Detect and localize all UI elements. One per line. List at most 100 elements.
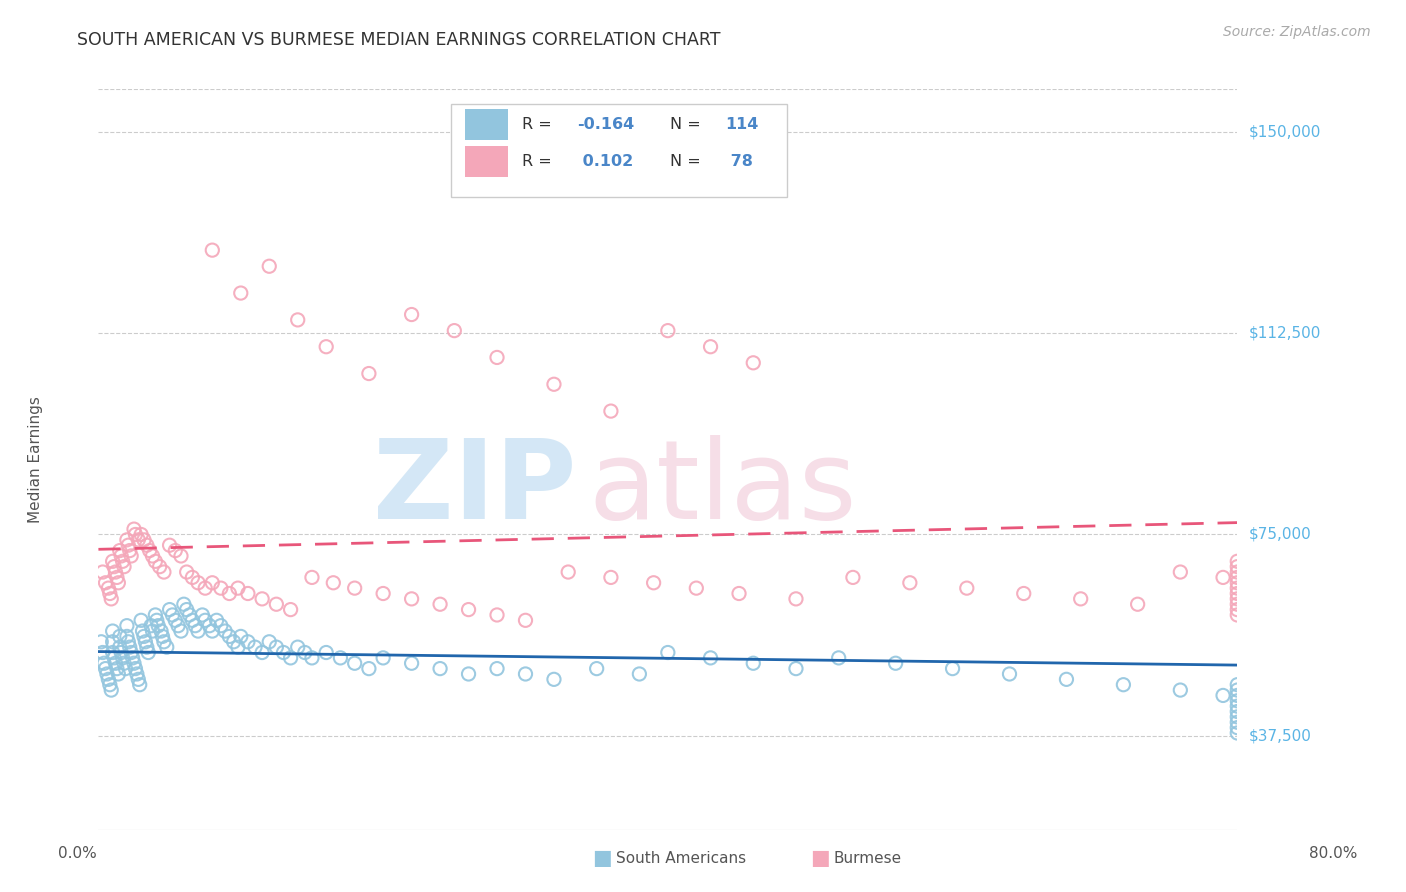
- Point: [357, 367, 380, 381]
- Point: [486, 607, 509, 622]
- Point: [156, 640, 179, 655]
- Point: [165, 543, 187, 558]
- Point: [322, 575, 344, 590]
- Point: [94, 575, 117, 590]
- Point: [124, 662, 146, 676]
- Text: 114: 114: [725, 117, 758, 132]
- Point: [998, 667, 1021, 681]
- Text: South Americans: South Americans: [616, 851, 747, 865]
- Point: [179, 607, 201, 622]
- Point: [785, 662, 807, 676]
- Point: [600, 570, 623, 584]
- Text: atlas: atlas: [588, 435, 856, 542]
- Point: [118, 640, 141, 655]
- Point: [401, 591, 423, 606]
- Point: [1226, 678, 1249, 692]
- Point: [1226, 683, 1249, 698]
- Point: [201, 575, 224, 590]
- Point: [128, 678, 150, 692]
- Point: [115, 618, 138, 632]
- Point: [1226, 602, 1249, 616]
- Point: [131, 624, 153, 638]
- Point: [486, 662, 509, 676]
- Point: [167, 618, 190, 632]
- Point: [1112, 678, 1135, 692]
- Point: [280, 651, 302, 665]
- Point: [357, 662, 380, 676]
- Point: [136, 646, 159, 660]
- Point: [141, 549, 163, 563]
- Point: [486, 351, 509, 365]
- Point: [104, 565, 127, 579]
- Point: [141, 624, 163, 638]
- FancyBboxPatch shape: [451, 104, 787, 196]
- Point: [120, 646, 142, 660]
- Point: [1226, 575, 1249, 590]
- Point: [98, 678, 121, 692]
- Point: [1170, 683, 1192, 698]
- Point: [343, 657, 366, 671]
- Point: [114, 662, 136, 676]
- Point: [91, 646, 114, 660]
- Point: [129, 613, 152, 627]
- Point: [96, 667, 118, 681]
- Point: [515, 613, 537, 627]
- Point: [1226, 565, 1249, 579]
- Point: [443, 324, 465, 338]
- Point: [112, 657, 135, 671]
- Text: 80.0%: 80.0%: [1309, 846, 1357, 861]
- Text: ■: ■: [592, 848, 612, 868]
- Point: [176, 602, 198, 616]
- Point: [97, 673, 120, 687]
- Point: [191, 607, 214, 622]
- Point: [1226, 705, 1249, 719]
- Point: [515, 667, 537, 681]
- Point: [273, 646, 295, 660]
- Point: [657, 646, 679, 660]
- Point: [699, 651, 721, 665]
- Point: [1226, 607, 1249, 622]
- Point: [187, 624, 209, 638]
- Point: [122, 657, 145, 671]
- Point: [373, 586, 395, 600]
- Point: [117, 634, 139, 648]
- Text: Burmese: Burmese: [834, 851, 901, 865]
- Point: [600, 404, 623, 418]
- Point: [181, 570, 204, 584]
- Point: [1226, 581, 1249, 595]
- Point: [135, 538, 157, 552]
- Point: [176, 565, 198, 579]
- Point: [280, 602, 302, 616]
- Point: [101, 624, 124, 638]
- Point: [785, 591, 807, 606]
- Point: [205, 613, 228, 627]
- Point: [100, 591, 122, 606]
- Point: [108, 543, 131, 558]
- Point: [159, 602, 181, 616]
- Point: [259, 634, 281, 648]
- Point: [129, 527, 152, 541]
- Point: [148, 618, 170, 632]
- Point: [287, 313, 309, 327]
- Point: [898, 575, 921, 590]
- Point: [301, 570, 323, 584]
- Point: [111, 554, 134, 568]
- Point: [127, 673, 149, 687]
- Point: [90, 634, 112, 648]
- Point: [1170, 565, 1192, 579]
- Text: 0.102: 0.102: [576, 154, 633, 169]
- Point: [628, 667, 651, 681]
- Point: [884, 657, 907, 671]
- Point: [1212, 570, 1234, 584]
- Point: [218, 586, 240, 600]
- Point: [101, 646, 124, 660]
- Point: [1226, 694, 1249, 708]
- Point: [828, 651, 851, 665]
- Point: [91, 565, 114, 579]
- Point: [1212, 689, 1234, 703]
- Point: [1226, 597, 1249, 611]
- Text: SOUTH AMERICAN VS BURMESE MEDIAN EARNINGS CORRELATION CHART: SOUTH AMERICAN VS BURMESE MEDIAN EARNING…: [77, 31, 721, 49]
- Point: [132, 533, 155, 547]
- Point: [236, 634, 259, 648]
- Text: ZIP: ZIP: [374, 435, 576, 542]
